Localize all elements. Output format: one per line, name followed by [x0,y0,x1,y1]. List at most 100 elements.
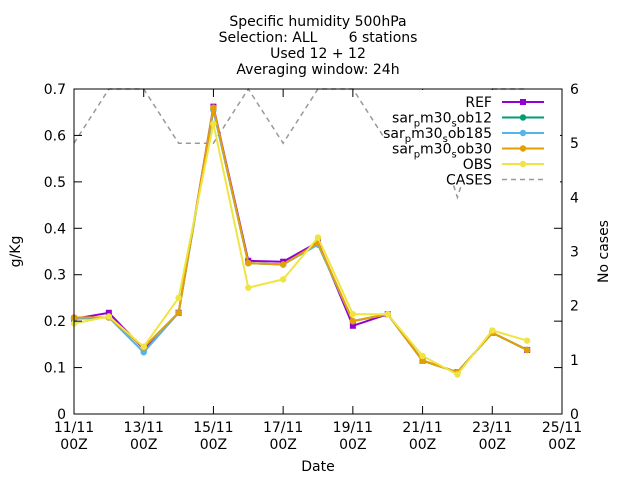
legend-text: OBS [463,157,492,173]
legend-text: m30 [420,111,451,127]
data-point [489,327,496,334]
y-tick-label: 0 [57,407,66,423]
data-point [314,234,322,241]
series-obs [70,120,531,378]
legend-label: sarpm30sob30 [392,142,492,161]
x-axis: 11/1100Z13/1100Z15/1100Z17/1100Z19/1100Z… [54,89,582,453]
y-axis-label: g/Kg [8,236,24,268]
y2-tick-label: 0 [570,407,579,423]
title-line: Specific humidity 500hPa [229,14,406,30]
y-tick-label: 0.2 [44,314,66,330]
legend-label: sarpm30sob12 [392,111,492,130]
data-point [454,371,461,378]
data-point [175,309,182,316]
x-tick-label: 19/11 [333,420,373,436]
data-point [140,343,147,350]
series-line [74,107,528,374]
legend-subscript: s [452,150,457,161]
legend-subscript: s [452,119,457,130]
data-point [105,313,113,320]
x-tick-label-time: 00Z [60,437,87,453]
legend-text: ob30 [457,142,492,158]
y2-tick-label: 6 [570,82,579,98]
legend-marker [519,114,527,121]
legend-subscript: p [405,134,411,145]
y2-tick-label: 3 [570,245,579,261]
data-point [210,104,217,111]
y-axis: 0 0.1 0.2 0.3 0.4 0.5 0.6 0.7 [44,82,562,423]
data-point [349,310,357,318]
legend-text: ob185 [448,126,492,142]
legend-subscript: p [414,119,420,130]
legend-text: m30 [411,126,442,142]
x-tick-label: 17/11 [263,420,303,436]
y-tick-label: 0.7 [44,82,66,98]
legend-text: CASES [446,173,492,189]
data-point [140,349,147,356]
data-point [523,346,531,354]
x-tick-label-time: 00Z [409,437,436,453]
data-point [105,309,112,316]
legend-subscript: s [443,134,448,145]
data-point [245,259,252,267]
x-tick-label: 21/11 [402,420,442,436]
y-tick-label: 0.1 [44,361,66,377]
x-tick-label: 25/11 [542,420,582,436]
data-point [279,261,287,268]
x-tick-label-time: 00Z [548,437,575,453]
legend-text: REF [465,95,492,111]
x-tick-label-time: 00Z [269,437,296,453]
y2-tick-label: 2 [570,299,579,315]
legend-marker [519,145,527,152]
series-layer [70,103,531,378]
y-tick-label: 0.5 [44,175,66,191]
data-point [349,317,357,325]
x-tick-label: 11/11 [54,420,94,436]
x-tick-label-time: 00Z [339,437,366,453]
x-axis-label: Date [301,459,334,475]
legend-label: CASES [446,173,492,189]
data-point [349,322,356,329]
data-point [419,357,426,364]
title-line: Selection: ALL 6 stations [219,30,418,46]
legend-label: REF [465,95,492,111]
legend-text: ob12 [457,111,492,127]
legend-label: sarpm30sob185 [383,126,492,145]
y2-tick-label: 1 [570,353,579,369]
data-point [245,284,252,291]
legend-marker [519,160,527,168]
legend-text: sar [392,111,414,127]
y2-tick-label: 5 [570,136,579,152]
data-point [384,310,391,318]
legend-text: sar [392,142,414,158]
data-point [210,120,217,128]
data-point [523,337,531,344]
series-line [73,123,528,376]
legend-marker [520,99,526,105]
legend-background [384,90,560,184]
y2-axis-label: No cases [596,220,612,283]
x-tick-label-time: 00Z [479,437,506,453]
x-tick-label-time: 00Z [130,437,157,453]
legend-label: OBS [463,157,492,173]
y-tick-label: 0.6 [44,128,66,144]
x-tick-label: 15/11 [193,420,233,436]
legend-text: sar [383,126,405,142]
x-tick-label: 13/11 [124,420,164,436]
data-point [279,276,287,283]
legend-text: m30 [420,142,451,158]
legend-subscript: p [414,150,420,161]
data-point [419,352,426,360]
y2-axis: 0 1 2 3 4 5 6 [570,82,579,423]
x-tick-label-time: 00Z [200,437,227,453]
y-tick-label: 0.3 [44,268,66,284]
data-point [175,294,182,302]
legend: REFsarpm30sob12sarpm30sob185sarpm30sob30… [383,90,560,189]
y2-tick-label: 4 [570,190,579,206]
title-line: Used 12 + 12 [270,46,366,62]
y-tick-label: 0.4 [44,221,66,237]
title-line: Averaging window: 24h [236,62,399,78]
legend-marker [519,129,527,137]
